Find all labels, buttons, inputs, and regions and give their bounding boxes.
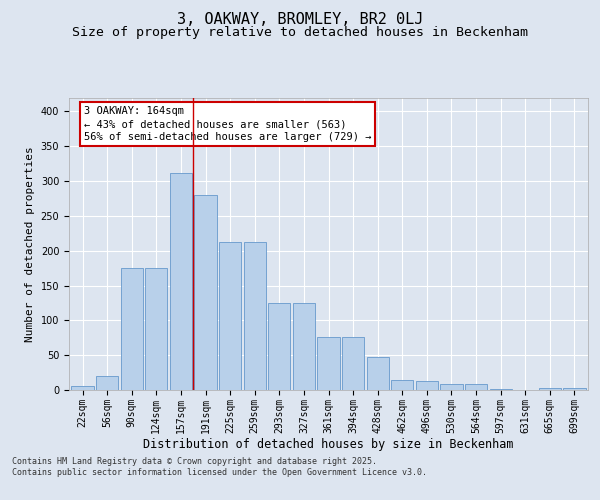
Bar bbox=[342, 337, 364, 390]
Text: Contains HM Land Registry data © Crown copyright and database right 2025.
Contai: Contains HM Land Registry data © Crown c… bbox=[12, 458, 427, 477]
Bar bbox=[367, 356, 389, 390]
Bar bbox=[244, 242, 266, 390]
Bar bbox=[563, 388, 586, 390]
Text: 3 OAKWAY: 164sqm
← 43% of detached houses are smaller (563)
56% of semi-detached: 3 OAKWAY: 164sqm ← 43% of detached house… bbox=[84, 106, 371, 142]
Bar bbox=[317, 337, 340, 390]
Bar bbox=[145, 268, 167, 390]
Bar bbox=[490, 388, 512, 390]
Bar bbox=[96, 376, 118, 390]
Text: 3, OAKWAY, BROMLEY, BR2 0LJ: 3, OAKWAY, BROMLEY, BR2 0LJ bbox=[177, 12, 423, 28]
Bar bbox=[194, 195, 217, 390]
Bar bbox=[465, 384, 487, 390]
Bar bbox=[268, 303, 290, 390]
Bar bbox=[170, 172, 192, 390]
Bar bbox=[391, 380, 413, 390]
Text: Size of property relative to detached houses in Beckenham: Size of property relative to detached ho… bbox=[72, 26, 528, 39]
Bar bbox=[293, 303, 315, 390]
Bar bbox=[416, 381, 438, 390]
Bar bbox=[121, 268, 143, 390]
Bar bbox=[71, 386, 94, 390]
X-axis label: Distribution of detached houses by size in Beckenham: Distribution of detached houses by size … bbox=[143, 438, 514, 452]
Bar bbox=[539, 388, 561, 390]
Bar bbox=[219, 242, 241, 390]
Bar bbox=[440, 384, 463, 390]
Y-axis label: Number of detached properties: Number of detached properties bbox=[25, 146, 35, 342]
